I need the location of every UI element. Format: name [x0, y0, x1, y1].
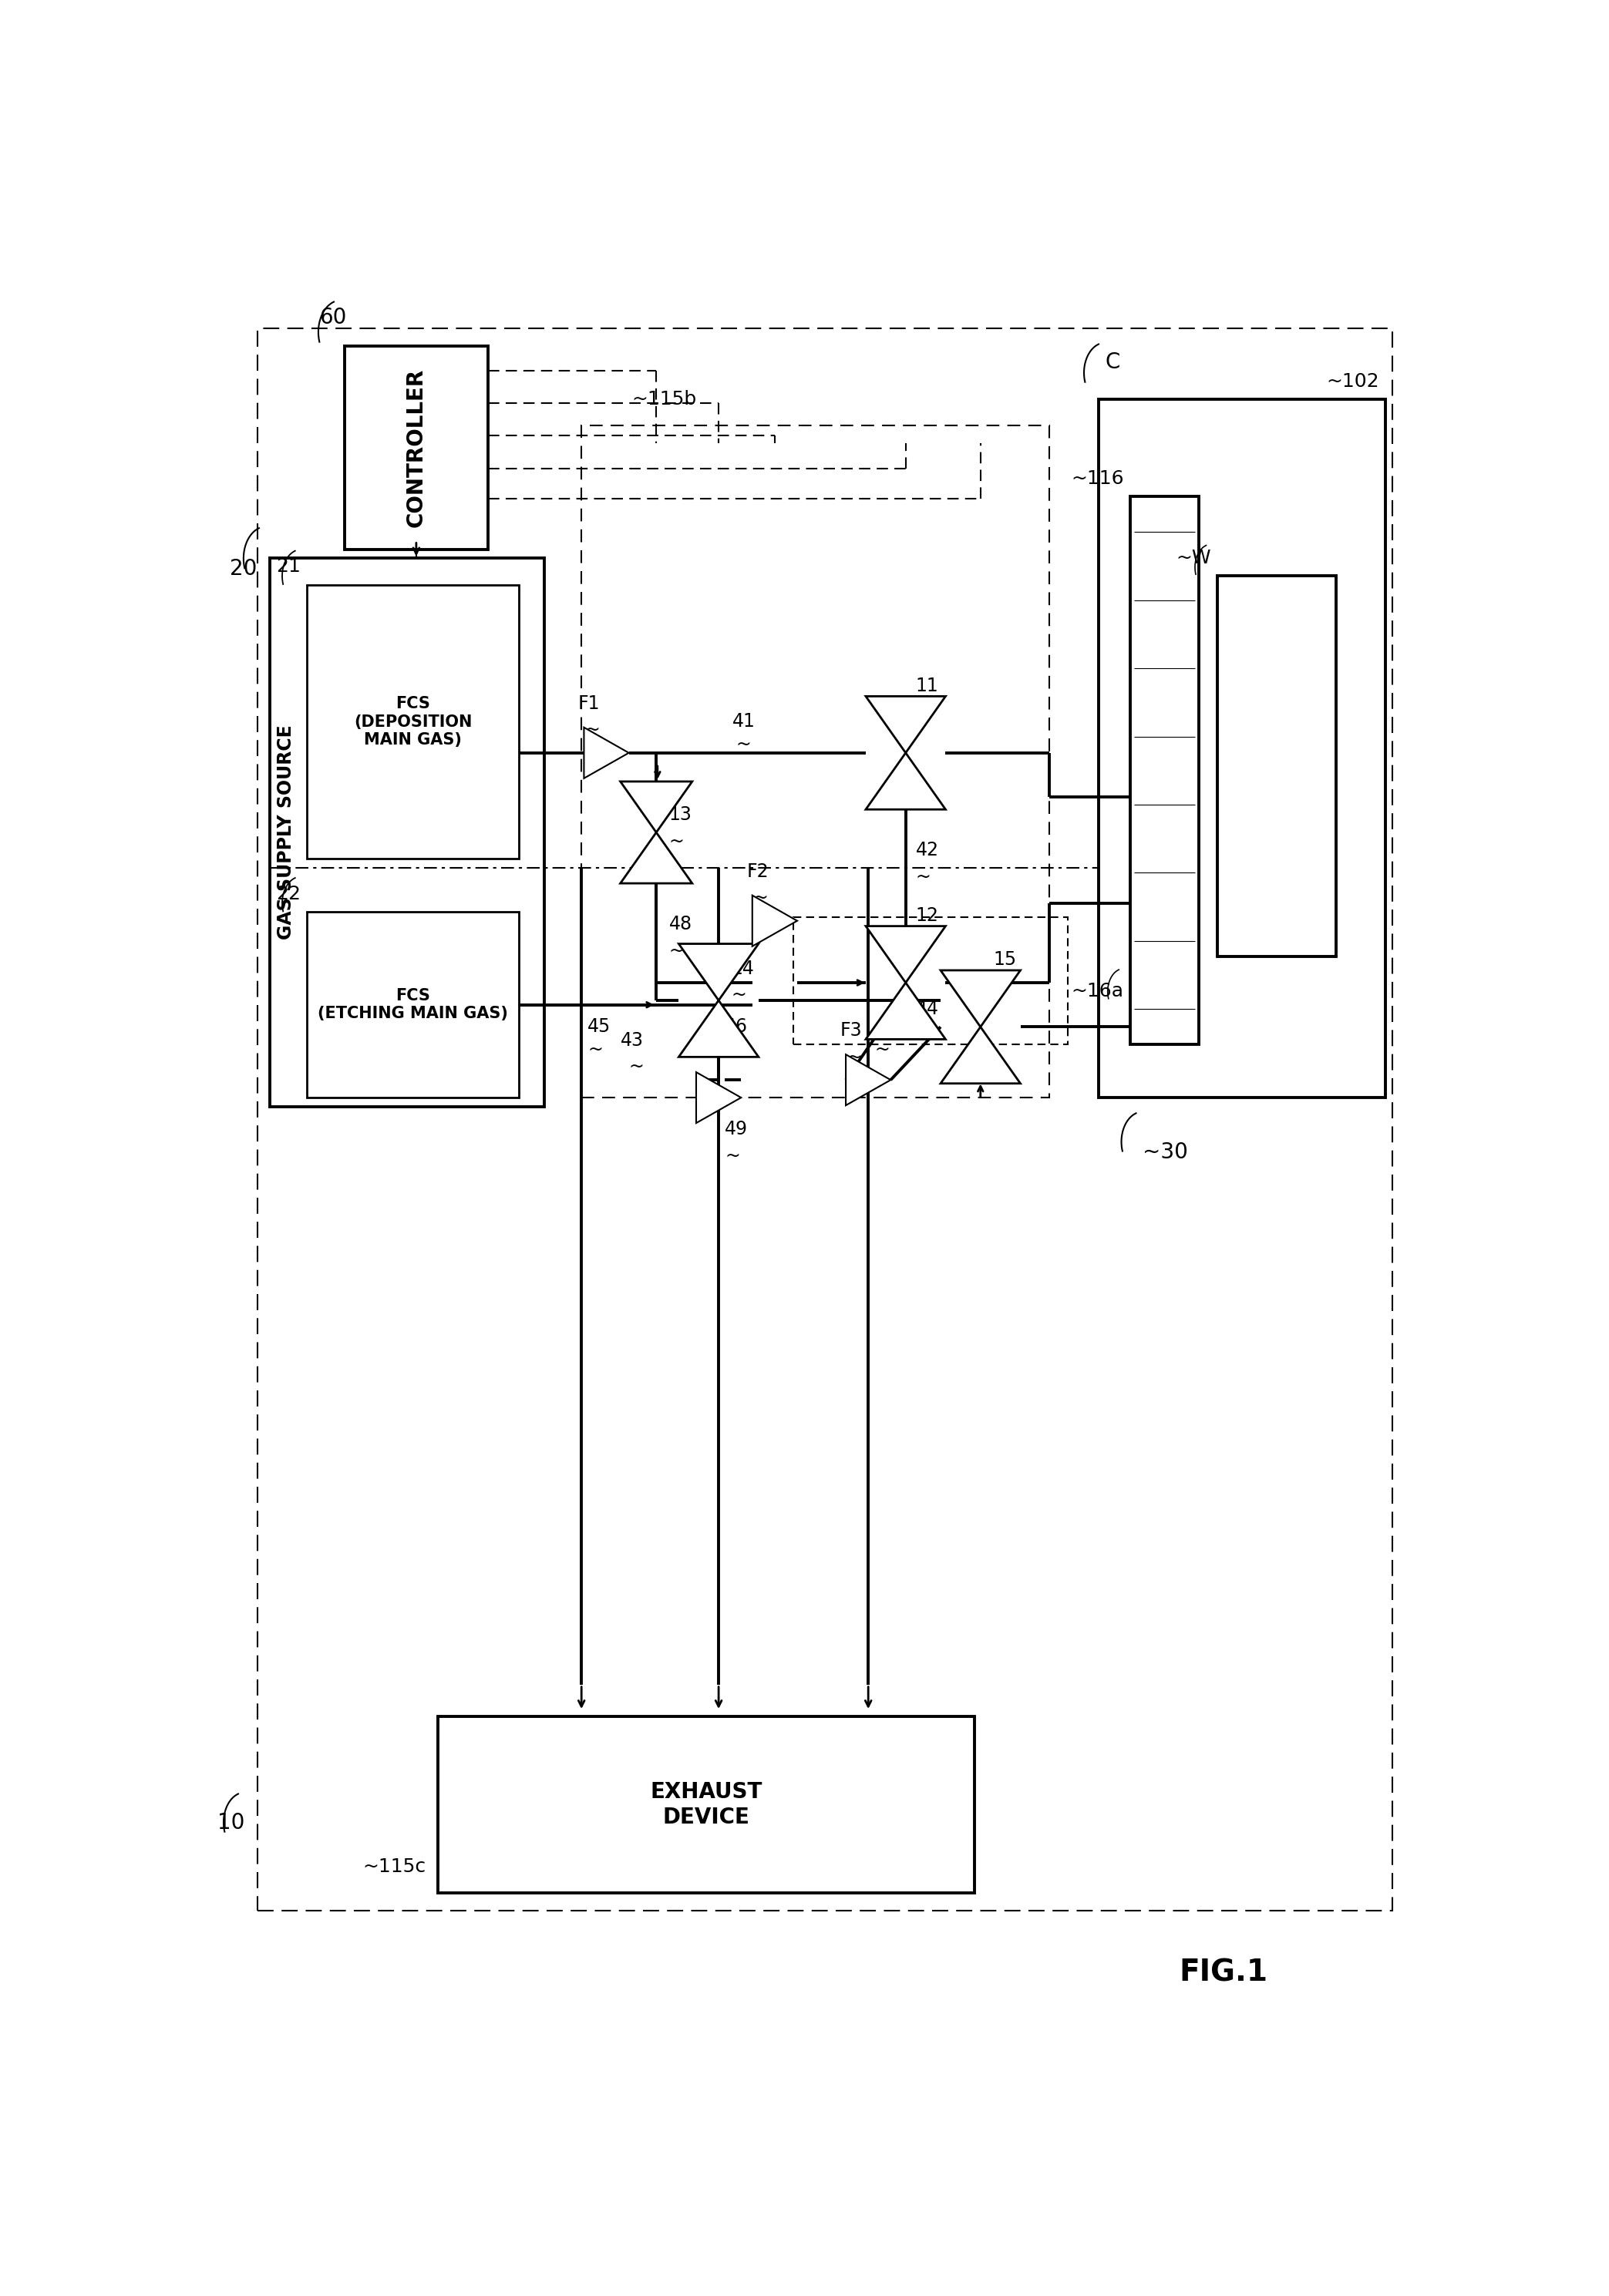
Polygon shape: [679, 944, 758, 1001]
Text: FCS
(DEPOSITION
MAIN GAS): FCS (DEPOSITION MAIN GAS): [354, 696, 471, 748]
Text: 60: 60: [320, 308, 348, 328]
Text: ~16a: ~16a: [1072, 983, 1123, 1001]
Text: ~: ~: [916, 700, 932, 719]
Polygon shape: [621, 781, 692, 833]
Polygon shape: [866, 753, 946, 810]
Text: 20: 20: [230, 558, 257, 581]
Text: 48: 48: [669, 914, 692, 934]
Text: ~115b: ~115b: [631, 390, 697, 409]
Text: 22: 22: [277, 884, 301, 902]
Text: 45: 45: [587, 1017, 611, 1035]
Text: ~: ~: [724, 1040, 740, 1058]
Text: ~: ~: [916, 1026, 932, 1045]
Text: 43: 43: [621, 1031, 644, 1049]
Text: 15: 15: [993, 951, 1017, 969]
Bar: [1130, 496, 1199, 1045]
Polygon shape: [846, 1054, 891, 1104]
Bar: [438, 1717, 975, 1894]
Text: 41: 41: [732, 712, 755, 730]
Text: ~: ~: [629, 1058, 644, 1077]
Polygon shape: [753, 895, 796, 946]
Polygon shape: [941, 1026, 1020, 1084]
Text: F2: F2: [747, 861, 769, 882]
Bar: [1099, 400, 1385, 1097]
Polygon shape: [697, 1072, 742, 1123]
Text: ~116: ~116: [1072, 468, 1123, 487]
Text: FCS
(ETCHING MAIN GAS): FCS (ETCHING MAIN GAS): [319, 987, 508, 1022]
Bar: [307, 912, 520, 1097]
Bar: [793, 918, 1068, 1045]
Bar: [1218, 576, 1335, 955]
Text: ~: ~: [753, 889, 769, 907]
Text: 49: 49: [724, 1120, 748, 1139]
Text: 14: 14: [730, 960, 755, 978]
Text: 12: 12: [916, 907, 938, 925]
Polygon shape: [621, 833, 692, 884]
Text: ~W: ~W: [1176, 549, 1212, 567]
Text: 11: 11: [916, 677, 938, 696]
Text: FIG.1: FIG.1: [1179, 1958, 1268, 1988]
Text: ~: ~: [669, 941, 684, 960]
Text: ~: ~: [846, 1047, 862, 1065]
Text: ~30: ~30: [1142, 1141, 1187, 1164]
Polygon shape: [584, 728, 629, 778]
Text: ~: ~: [587, 1040, 603, 1058]
Text: ~: ~: [916, 934, 932, 953]
Text: 46: 46: [724, 1017, 748, 1035]
Bar: [307, 585, 520, 859]
Text: GAS SUPPLY SOURCE: GAS SUPPLY SOURCE: [277, 726, 294, 939]
Text: 21: 21: [277, 558, 301, 576]
Bar: [581, 425, 1049, 1097]
Text: ~: ~: [735, 735, 751, 753]
Text: EXHAUST
DEVICE: EXHAUST DEVICE: [650, 1782, 763, 1828]
Polygon shape: [866, 925, 946, 983]
Text: 13: 13: [669, 806, 692, 824]
Text: C: C: [1105, 351, 1120, 372]
Bar: [270, 558, 544, 1107]
Text: ~: ~: [875, 1040, 890, 1058]
Text: ~: ~: [730, 985, 747, 1003]
Text: ~: ~: [584, 721, 600, 739]
Text: 47: 47: [875, 1017, 898, 1035]
Text: 44: 44: [916, 1001, 938, 1019]
Text: 42: 42: [916, 840, 938, 859]
Polygon shape: [866, 696, 946, 753]
Text: ~: ~: [669, 831, 684, 850]
Bar: [257, 328, 1392, 1910]
Text: F1: F1: [578, 693, 600, 712]
Polygon shape: [941, 971, 1020, 1026]
Text: ~: ~: [724, 1146, 740, 1164]
Text: ~102: ~102: [1326, 372, 1379, 390]
Polygon shape: [866, 983, 946, 1040]
Text: F3: F3: [840, 1022, 862, 1040]
Bar: [344, 347, 488, 549]
Text: ~: ~: [916, 868, 932, 886]
Polygon shape: [679, 1001, 758, 1056]
Text: ~115c: ~115c: [362, 1857, 425, 1876]
Text: ~: ~: [993, 978, 1009, 996]
Text: CONTROLLER: CONTROLLER: [405, 367, 426, 528]
Text: 10: 10: [217, 1812, 245, 1832]
